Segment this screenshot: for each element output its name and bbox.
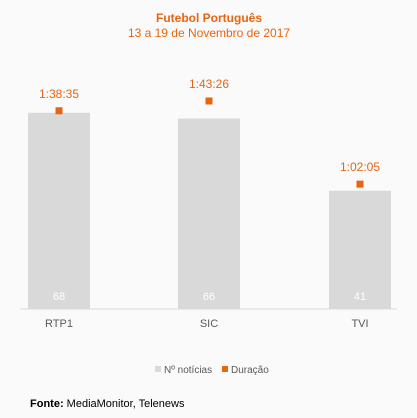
bar-value-label: 66	[203, 291, 215, 303]
duration-marker-rtp1	[55, 107, 63, 115]
bar-value-label: 41	[354, 291, 366, 303]
duration-label: 1:02:05	[340, 160, 380, 174]
bar-rtp1	[28, 112, 90, 310]
legend-swatch-noticias	[155, 366, 161, 372]
source-note: Fonte: MediaMonitor, Telenews	[30, 398, 184, 410]
chart-title: Futebol Português	[156, 11, 262, 25]
legend-label-duracao: Duração	[231, 365, 269, 376]
source-label: Fonte:	[30, 398, 64, 410]
legend-swatch-duracao	[222, 366, 228, 372]
bar-sic	[178, 118, 240, 310]
duration-marker-tvi	[356, 180, 364, 188]
duration-label: 1:38:35	[39, 87, 79, 101]
chart-subtitle: 13 a 19 de Novembro de 2017	[128, 26, 290, 40]
category-label: SIC	[200, 318, 218, 330]
duration-marker-sic	[205, 97, 213, 105]
source-text: MediaMonitor, Telenews	[66, 398, 185, 410]
plot-area: 68 1:38:35 RTP1 66 1:43:26 SIC 41 1:02:05 TVI	[28, 77, 391, 330]
bar-value-label: 68	[53, 291, 65, 303]
bar-tvi	[329, 190, 391, 309]
legend-label-noticias: Nº notícias	[164, 365, 212, 376]
duration-label: 1:43:26	[189, 77, 229, 91]
legend: Nº notícias Duração	[155, 365, 269, 376]
category-label: RTP1	[45, 318, 73, 330]
category-label: TVI	[351, 318, 368, 330]
